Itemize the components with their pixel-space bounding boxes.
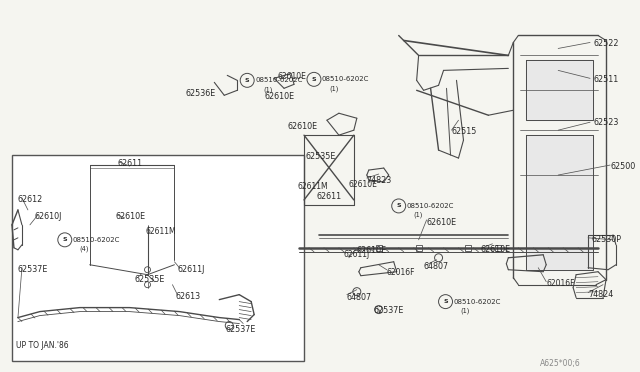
Text: 62612: 62612 — [18, 195, 43, 204]
Text: 08510-6202C: 08510-6202C — [255, 77, 303, 83]
Text: 08510-6202C: 08510-6202C — [454, 299, 501, 305]
Text: 62610E: 62610E — [277, 73, 306, 81]
Text: 62515: 62515 — [452, 127, 477, 136]
Text: 62611: 62611 — [118, 159, 143, 168]
Text: 62611J: 62611J — [344, 250, 370, 259]
Text: 62530P: 62530P — [591, 235, 621, 244]
Text: 62610E: 62610E — [357, 246, 387, 255]
Text: 62611: 62611 — [317, 192, 342, 201]
Polygon shape — [526, 60, 593, 120]
Text: 62536E: 62536E — [186, 89, 216, 98]
Text: 62537E: 62537E — [374, 306, 404, 315]
Text: 62016F: 62016F — [546, 279, 575, 288]
Text: 62613: 62613 — [175, 292, 200, 301]
Text: 74823: 74823 — [367, 176, 392, 185]
Text: 74824: 74824 — [588, 290, 613, 299]
Text: (1): (1) — [413, 212, 423, 218]
Text: 62537E: 62537E — [18, 265, 48, 274]
Text: 62016F: 62016F — [387, 268, 415, 277]
Text: 62610E: 62610E — [264, 92, 294, 101]
Text: 62610E: 62610E — [349, 180, 378, 189]
Text: 62535E: 62535E — [134, 275, 165, 284]
Text: 64807: 64807 — [424, 262, 449, 271]
Bar — [12, 155, 304, 362]
Text: 62611J: 62611J — [177, 265, 205, 274]
Text: 62610E: 62610E — [287, 122, 317, 131]
Text: 62535E: 62535E — [305, 152, 335, 161]
Text: S: S — [396, 203, 401, 208]
Bar — [495, 245, 501, 251]
Text: 62611M: 62611M — [297, 182, 328, 191]
Bar — [415, 245, 422, 251]
Text: 62610E: 62610E — [427, 218, 457, 227]
Text: 62611M: 62611M — [145, 227, 176, 236]
Text: 62500: 62500 — [610, 162, 636, 171]
Text: (4): (4) — [80, 246, 89, 252]
Text: 62610J: 62610J — [35, 212, 62, 221]
Text: 62511: 62511 — [593, 76, 618, 84]
Text: 08510-6202C: 08510-6202C — [322, 76, 369, 82]
Text: S: S — [63, 237, 67, 242]
Text: (1): (1) — [263, 86, 273, 93]
Text: S: S — [245, 78, 250, 83]
Text: 64807: 64807 — [347, 293, 372, 302]
Bar — [465, 245, 472, 251]
Text: 08510-6202C: 08510-6202C — [406, 203, 454, 209]
Text: A625*00;6: A625*00;6 — [540, 359, 581, 368]
Text: 62523: 62523 — [593, 118, 618, 127]
Bar — [376, 245, 381, 251]
Text: (1): (1) — [329, 85, 339, 92]
Text: S: S — [444, 299, 448, 304]
Text: 62522: 62522 — [593, 39, 618, 48]
Text: 62610E: 62610E — [481, 245, 511, 254]
Text: 62610E: 62610E — [116, 212, 146, 221]
Text: 08510-6202C: 08510-6202C — [73, 237, 120, 243]
Text: 62537E: 62537E — [225, 324, 255, 334]
Polygon shape — [526, 135, 593, 270]
Text: (1): (1) — [461, 308, 470, 314]
Text: UP TO JAN.'86: UP TO JAN.'86 — [16, 341, 68, 350]
Text: S: S — [312, 77, 316, 82]
